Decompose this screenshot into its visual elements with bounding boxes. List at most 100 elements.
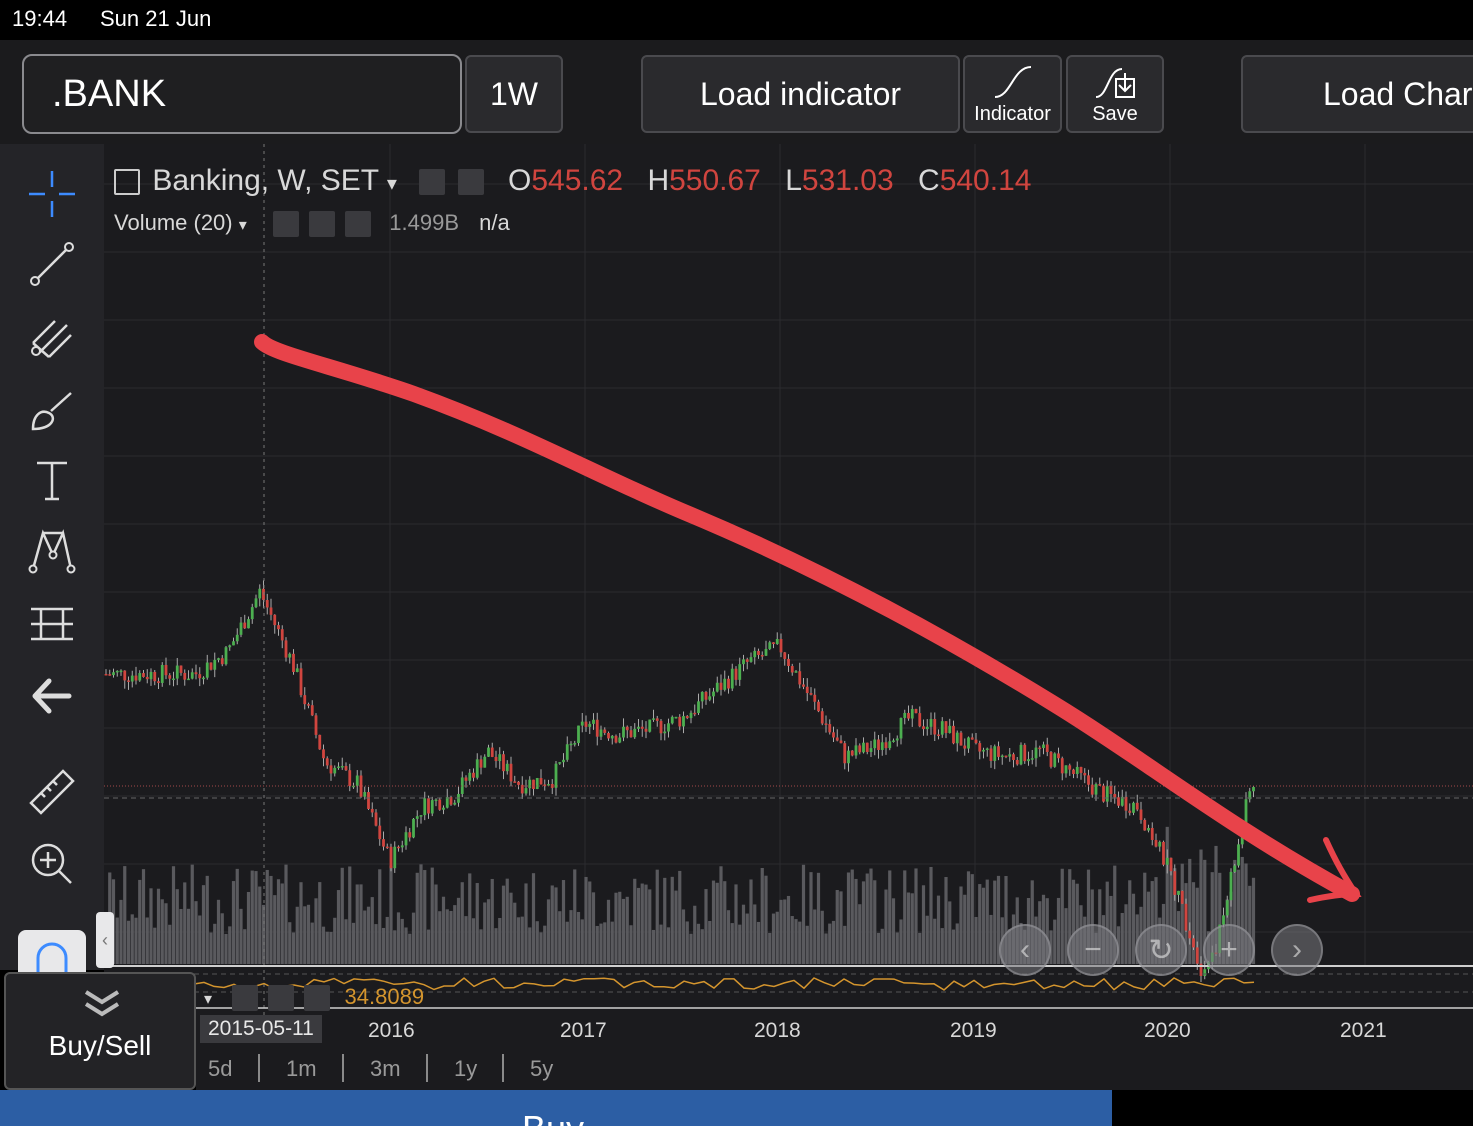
volume-bar <box>693 905 697 964</box>
crosshair-icon[interactable] <box>22 164 82 224</box>
candle-body <box>247 619 250 629</box>
candle-body <box>880 742 884 750</box>
candle-body <box>813 694 817 702</box>
scroll-right-button[interactable]: › <box>1271 924 1323 976</box>
candle-body <box>610 735 614 739</box>
load-indicator-button[interactable]: Load indicator <box>641 55 960 133</box>
volume-bar <box>576 911 581 964</box>
candle-body <box>370 808 374 813</box>
chevron-down-icon[interactable]: ▾ <box>238 217 247 234</box>
candle-body <box>385 846 389 849</box>
close-icon[interactable] <box>345 211 372 238</box>
reset-button[interactable]: ↻ <box>1135 924 1187 976</box>
save-button[interactable]: Save <box>1066 55 1164 133</box>
volume-bar <box>490 878 494 964</box>
collapse-legend-icon[interactable] <box>114 169 140 196</box>
text-tool-icon[interactable] <box>22 450 82 510</box>
scroll-left-button[interactable]: ‹ <box>999 924 1051 976</box>
measure-range-icon[interactable] <box>22 594 82 654</box>
candle-body <box>1083 772 1087 776</box>
volume-bar <box>471 918 476 964</box>
candle-body <box>130 675 134 682</box>
candle-body <box>389 846 393 869</box>
range-1m[interactable]: 1m <box>286 1056 317 1081</box>
load-chart-button[interactable]: Load Chart <box>1241 55 1473 133</box>
symbol-input[interactable] <box>22 54 462 134</box>
volume-bar <box>1071 879 1076 964</box>
volume-bar <box>1041 894 1046 964</box>
volume-bar <box>644 884 648 964</box>
volume-bar <box>670 876 674 964</box>
candle-body <box>1027 759 1030 762</box>
close-icon[interactable] <box>304 985 331 1012</box>
volume-bar <box>430 867 434 964</box>
volume-bar <box>423 870 427 964</box>
volume-bar <box>828 923 832 964</box>
volume-bar <box>1086 869 1091 964</box>
pitchfork-icon[interactable] <box>22 308 82 368</box>
indicator-button[interactable]: Indicator <box>963 55 1062 133</box>
volume-bar <box>895 932 899 964</box>
volume-bar <box>303 906 307 964</box>
range-1y[interactable]: 1y <box>454 1056 478 1081</box>
candle-body <box>423 798 427 816</box>
candle-body <box>1098 784 1102 786</box>
candle-body <box>1072 769 1075 774</box>
chevron-down-icon[interactable]: ▾ <box>204 991 213 1008</box>
candle-body <box>1117 797 1120 806</box>
candle-body <box>715 682 719 692</box>
volume-bar <box>936 895 941 964</box>
ruler-icon[interactable] <box>22 762 82 822</box>
interval-button[interactable]: 1W <box>465 55 563 133</box>
trend-line-icon[interactable] <box>22 234 82 294</box>
candle-body <box>487 747 490 757</box>
volume-bar <box>426 929 431 964</box>
zoom-in-button[interactable]: + <box>1203 924 1255 976</box>
candle-body <box>584 721 588 727</box>
volume-bar <box>899 919 903 964</box>
top-toolbar: 1W Load indicator Indicator Save Load Ch… <box>0 40 1473 144</box>
candle-body <box>378 825 382 840</box>
volume-bar <box>854 878 858 964</box>
magnet-button[interactable] <box>18 930 86 974</box>
range-5y[interactable]: 5y <box>530 1056 554 1081</box>
zoom-in-icon[interactable] <box>22 834 82 894</box>
gear-icon[interactable] <box>268 985 295 1012</box>
range-3m[interactable]: 3m <box>370 1056 401 1081</box>
candle-body <box>588 723 592 727</box>
candle-body <box>288 653 292 658</box>
chart-panel[interactable]: Banking, W, SET ▾ O545.62 H550.67 L531.0… <box>96 144 1473 1046</box>
volume-bar <box>820 910 824 964</box>
candle-body <box>967 737 970 749</box>
volume-bar <box>516 917 521 964</box>
candle-body <box>1139 809 1143 820</box>
eye-icon[interactable] <box>272 211 299 238</box>
collapse-toolbar-handle[interactable]: ‹ <box>96 912 114 968</box>
candle-body <box>1173 871 1177 895</box>
candle-body <box>629 730 633 738</box>
pattern-icon[interactable] <box>22 520 82 580</box>
back-arrow-icon[interactable] <box>22 666 82 726</box>
candle-body <box>303 695 307 705</box>
candle-body <box>547 784 550 786</box>
gear-icon[interactable] <box>457 169 484 196</box>
volume-bar <box>239 908 243 964</box>
range-5d[interactable]: 5d <box>208 1056 233 1081</box>
brush-icon[interactable] <box>22 380 82 440</box>
volume-bar <box>696 923 701 964</box>
eye-icon[interactable] <box>232 985 259 1012</box>
buy-button[interactable]: Buy <box>0 1090 1112 1126</box>
candle-body <box>1079 766 1083 773</box>
chevron-down-icon[interactable]: ▾ <box>386 173 397 195</box>
buy-sell-toggle[interactable]: Buy/Sell <box>4 972 196 1090</box>
volume-bar <box>126 920 131 964</box>
eye-icon[interactable] <box>419 169 446 196</box>
volume-bar <box>580 919 584 964</box>
candle-body <box>254 598 258 608</box>
candle-body <box>592 719 595 724</box>
gear-icon[interactable] <box>309 211 336 238</box>
candle-body <box>832 732 835 738</box>
candle-body <box>933 718 937 735</box>
price-chart[interactable] <box>104 144 1473 1046</box>
zoom-out-button[interactable]: − <box>1067 924 1119 976</box>
